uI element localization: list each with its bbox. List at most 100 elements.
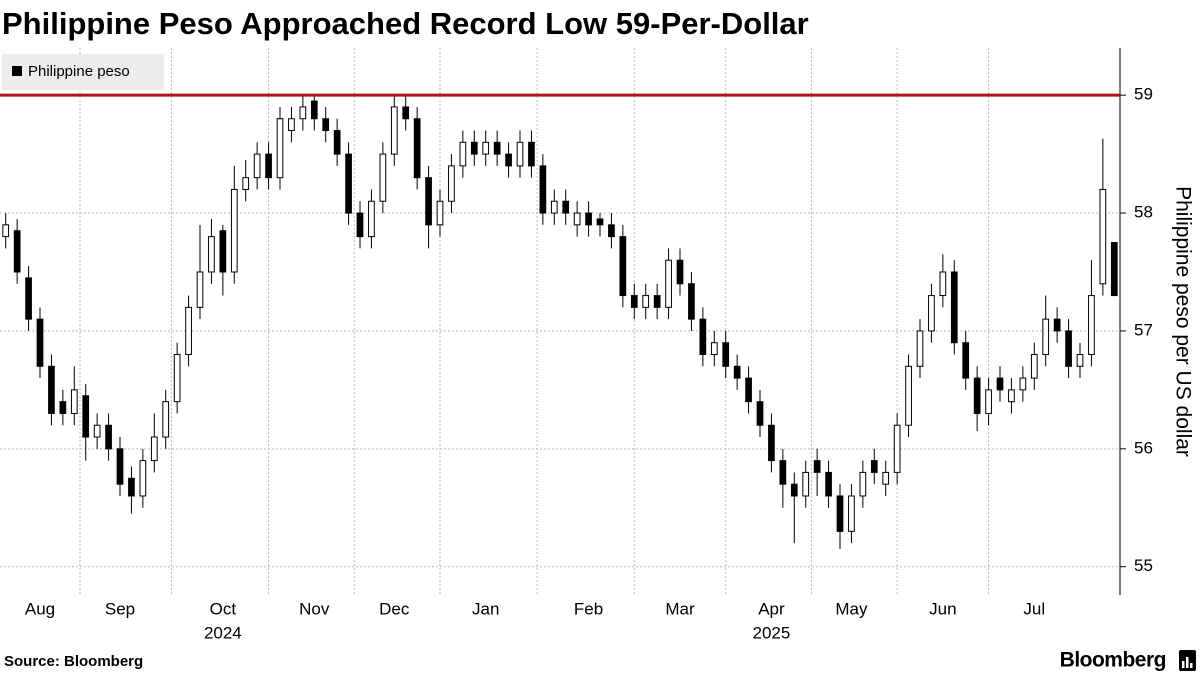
candle-body (928, 295, 935, 332)
x-tick-label: Aug (25, 599, 55, 618)
candle-body (550, 200, 558, 214)
legend: Philippine peso (2, 54, 164, 90)
candle-body (608, 224, 615, 238)
legend-swatch (12, 66, 22, 76)
brand-icon-bars (1182, 657, 1193, 668)
candle-body (59, 401, 67, 414)
candle-body (36, 318, 44, 367)
candle-body (745, 377, 752, 403)
candle-body (1019, 377, 1027, 391)
candle-body (848, 495, 855, 532)
candle-body (265, 153, 272, 179)
candle-body (276, 118, 284, 179)
y-tick-label: 56 (1134, 438, 1153, 457)
candle-body (756, 401, 764, 426)
candle-body (882, 471, 890, 485)
candle-body (573, 212, 581, 226)
candle-body (173, 354, 181, 403)
candle-body (528, 141, 535, 167)
candle-body (1042, 318, 1050, 356)
candle-body (70, 389, 78, 414)
candle-body (82, 395, 90, 438)
candle-body (836, 495, 844, 532)
candle-body (208, 236, 215, 273)
candle-body (493, 141, 501, 155)
x-tick-label: Feb (574, 599, 603, 618)
x-tick-label: Mar (665, 599, 695, 618)
candle-body (196, 271, 204, 308)
candle-body (48, 365, 55, 414)
brand-logo: Bloomberg (1060, 649, 1166, 672)
candle-body (379, 153, 387, 202)
candle-body (996, 377, 1004, 391)
candle-body (1030, 354, 1038, 379)
candle-body (333, 130, 341, 155)
candle-body (950, 271, 958, 344)
candle-body (93, 424, 101, 438)
candle-body (596, 218, 604, 226)
y-tick-label: 57 (1134, 320, 1153, 339)
x-year-label: 2025 (753, 623, 791, 642)
candle-body (859, 471, 867, 497)
legend-box (2, 54, 164, 90)
candle-body (973, 377, 981, 414)
candle-body (722, 342, 730, 367)
candle-body (368, 200, 375, 238)
candle-body (299, 106, 307, 120)
candle-body (482, 141, 490, 155)
candle-body (219, 230, 227, 273)
y-axis-title: Philippine peso per US dollar (1171, 186, 1194, 457)
candle-body (230, 188, 238, 273)
candle-body (402, 106, 410, 120)
legend-label: Philippine peso (28, 63, 130, 80)
candle-body (710, 342, 718, 356)
candle-body (1088, 295, 1095, 356)
candle-body (779, 460, 787, 485)
candle-body (162, 401, 170, 438)
candle-body (288, 118, 295, 132)
candle-body (905, 365, 912, 426)
candle-body (13, 230, 21, 273)
x-tick-label: Oct (210, 599, 237, 618)
candle-body (345, 153, 352, 214)
candle-body (630, 295, 638, 308)
x-tick-label: Sep (105, 599, 135, 618)
candle-body (505, 153, 512, 167)
candle-body (1008, 389, 1015, 403)
candle-body (619, 236, 627, 297)
candle-body (139, 460, 147, 497)
x-tick-label: Jul (1023, 599, 1045, 618)
candle-body (425, 177, 432, 226)
candle-body (448, 165, 455, 202)
chart-title: Philippine Peso Approached Record Low 59… (2, 6, 809, 41)
x-tick-label: Jan (472, 599, 499, 618)
candle-body (916, 330, 924, 367)
candle-body (585, 212, 592, 226)
candle-body (962, 342, 970, 379)
x-tick-label: May (835, 599, 868, 618)
candle-body (310, 100, 318, 120)
candle-body (459, 141, 467, 167)
candle-body (322, 118, 330, 132)
candle-body (1053, 318, 1061, 332)
candle-body (253, 153, 261, 179)
candle-body (939, 271, 947, 297)
x-year-label: 2024 (204, 623, 242, 642)
candle-body (825, 471, 832, 497)
candle-body (813, 460, 821, 473)
candle-body (653, 295, 661, 308)
candle-body (470, 141, 478, 155)
candle-body (413, 118, 421, 179)
candle-body (2, 224, 10, 238)
candle-body (688, 283, 695, 320)
candle-body (242, 177, 250, 190)
candle-body (185, 306, 192, 356)
candle-body (105, 424, 112, 450)
x-tick-label: Dec (379, 599, 410, 618)
candle-body (665, 259, 672, 308)
candle-body (150, 436, 158, 462)
candle-body (893, 424, 901, 473)
candle-body (985, 389, 992, 414)
